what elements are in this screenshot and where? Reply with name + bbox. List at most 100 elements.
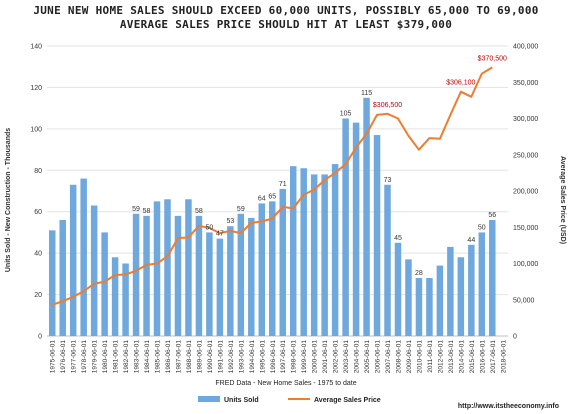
y2-tick-label: 100,000 <box>513 261 538 268</box>
bar <box>227 226 234 336</box>
x-tick-label: 2003-06-01 <box>343 340 350 374</box>
bar <box>258 203 266 336</box>
legend-label-average-sales-price: Average Sales Price <box>314 397 381 404</box>
price-data-label: $306,100 <box>446 80 475 87</box>
bar-data-label: 50 <box>205 224 213 231</box>
legend: Units Sold Average Sales Price <box>198 396 381 404</box>
x-tick-label: 1988-06-01 <box>186 340 193 374</box>
bar-data-label: 28 <box>415 270 423 277</box>
bar <box>331 164 339 336</box>
bar <box>478 232 486 336</box>
y-axis-ticks: 0 20 40 60 80 100 120 140 <box>30 44 42 341</box>
x-tick-label: 1981-06-01 <box>113 340 120 374</box>
bar <box>279 188 286 336</box>
bar <box>436 265 444 336</box>
x-axis-ticks: 1975-06-01 1976-06-01 1977-06-01 1978-06-01… <box>50 340 508 374</box>
x-tick-label: 2006-06-01 <box>375 340 382 374</box>
y2-tick-label: 350,000 <box>513 80 538 87</box>
x-tick-label: 1990-06-01 <box>207 340 214 374</box>
x-tick-label: 2011-06-01 <box>427 340 434 373</box>
bar <box>457 257 465 336</box>
x-tick-label: 2008-06-01 <box>395 340 402 374</box>
bar <box>269 201 276 336</box>
x-tick-label: 1987-06-01 <box>175 340 182 374</box>
bar <box>80 178 87 336</box>
x-tick-label: 1980-06-01 <box>102 340 109 374</box>
y2-tick-label: 250,000 <box>513 152 538 159</box>
bar <box>90 205 98 336</box>
y2-tick-label: 300,000 <box>513 116 538 123</box>
bar-data-label: 44 <box>467 237 475 244</box>
bar <box>289 166 297 336</box>
x-tick-label: 2016-06-01 <box>479 340 486 374</box>
bar <box>373 135 381 336</box>
y2-tick-label: 50,000 <box>513 297 535 304</box>
bar <box>206 232 213 336</box>
bar <box>384 184 391 336</box>
x-tick-label: 1989-06-01 <box>196 340 203 374</box>
bar-data-label: 53 <box>226 218 234 225</box>
legend-swatch-units-sold <box>198 396 220 402</box>
y2-tick-label: 150,000 <box>513 225 538 232</box>
x-tick-label: 2012-06-01 <box>437 340 444 374</box>
bars-units-sold <box>48 97 496 337</box>
x-tick-label: 1985-06-01 <box>155 340 162 374</box>
y-tick-label: 100 <box>30 126 42 133</box>
bar <box>237 213 245 336</box>
bar <box>122 263 129 336</box>
price-data-label: $370,500 <box>478 55 507 62</box>
bar-data-label: 59 <box>237 206 245 213</box>
x-tick-label: 2010-06-01 <box>416 340 423 374</box>
x-tick-label: 2018-06-01 <box>500 340 507 374</box>
x-tick-label: 2000-06-01 <box>312 340 319 374</box>
bar-data-label: 58 <box>143 208 151 215</box>
bar <box>405 259 412 336</box>
x-tick-label: 2002-06-01 <box>333 340 340 374</box>
x-tick-label: 2007-06-01 <box>385 340 392 374</box>
y2-axis-label: Average Sales Price (USD) <box>559 156 566 244</box>
x-tick-label: 2014-06-01 <box>458 340 465 374</box>
x-tick-label: 1992-06-01 <box>228 340 235 374</box>
bar <box>143 215 150 336</box>
bar-data-label: 45 <box>394 235 402 242</box>
y-tick-label: 80 <box>34 168 42 175</box>
chart-title-line-2: AVERAGE SALES PRICE SHOULD HIT AT LEAST … <box>120 18 452 31</box>
x-tick-label: 1975-06-01 <box>50 340 57 374</box>
x-tick-label: 1993-06-01 <box>238 340 245 374</box>
x-tick-label: 1979-06-01 <box>92 340 99 374</box>
source-note: FRED Data - New Home Sales - 1975 to dat… <box>215 380 356 387</box>
bar <box>153 201 161 336</box>
bar <box>174 215 182 336</box>
x-tick-label: 1999-06-01 <box>301 340 308 374</box>
bar <box>468 244 475 336</box>
x-tick-label: 1994-06-01 <box>249 340 256 374</box>
bar <box>321 174 328 336</box>
website-link[interactable]: http://www.itstheeconomy.info <box>458 403 559 410</box>
bar-data-label: 50 <box>478 224 486 231</box>
bar-data-label: 65 <box>268 193 276 200</box>
series-line <box>51 66 493 306</box>
bar <box>111 257 119 336</box>
x-tick-label: 2013-06-01 <box>448 340 455 374</box>
y2-tick-label: 200,000 <box>513 189 538 196</box>
x-tick-label: 1991-06-01 <box>217 340 224 374</box>
legend-label-units-sold: Units Sold <box>224 397 259 404</box>
bar <box>394 242 402 336</box>
bar <box>69 184 77 336</box>
bar <box>185 199 192 336</box>
bar <box>195 215 203 336</box>
x-tick-label: 2015-06-01 <box>469 340 476 374</box>
bar <box>164 199 171 336</box>
bar <box>216 238 224 336</box>
y-tick-label: 120 <box>30 85 42 92</box>
bar-data-label: 64 <box>258 195 266 202</box>
y2-tick-label: 0 <box>513 334 517 341</box>
bar <box>59 220 66 336</box>
x-tick-label: 1978-06-01 <box>81 340 88 374</box>
bar <box>363 97 370 337</box>
x-tick-label: 1976-06-01 <box>60 340 67 374</box>
bar <box>426 278 433 336</box>
bar-data-label: 59 <box>132 206 140 213</box>
